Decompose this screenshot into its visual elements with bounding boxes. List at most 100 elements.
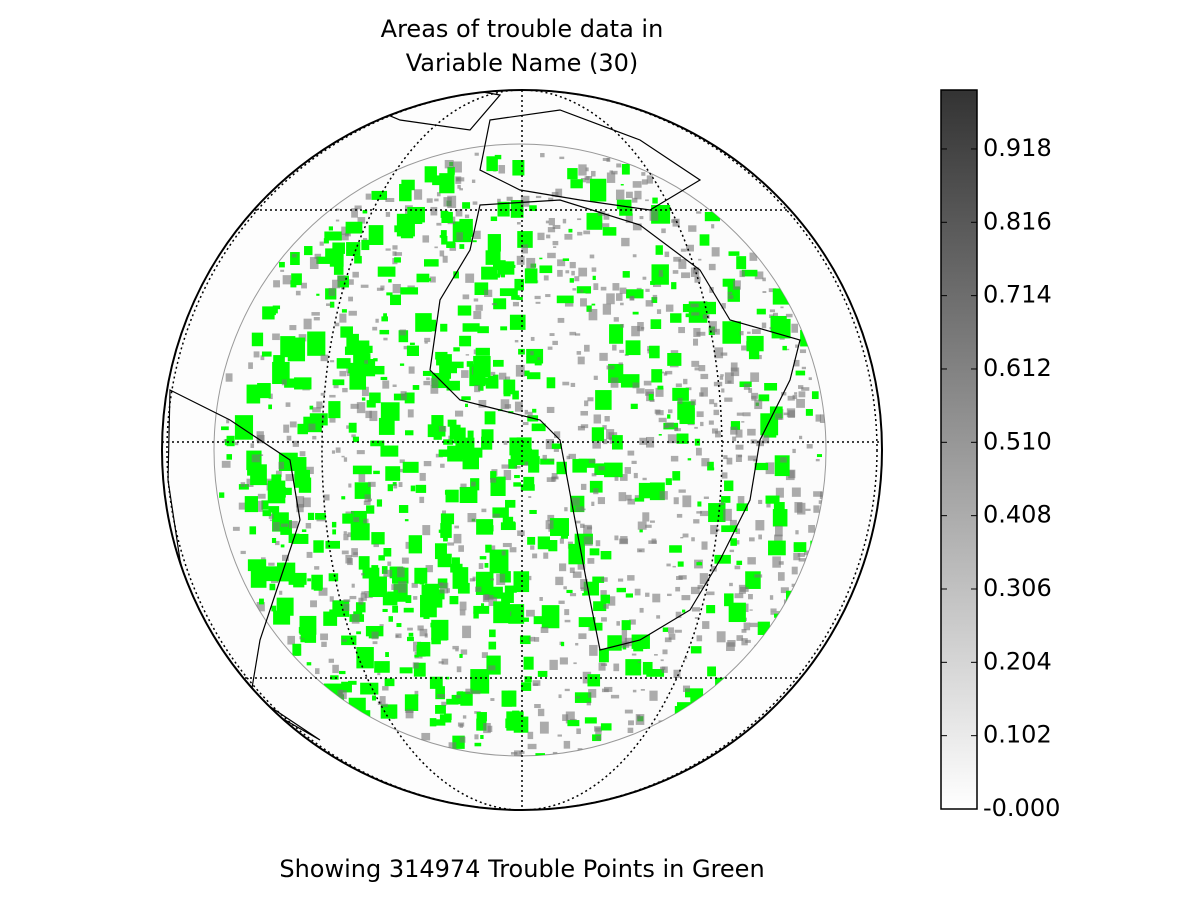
data-speckle (549, 459, 554, 462)
data-speckle (683, 657, 688, 660)
trouble-area (290, 280, 297, 288)
trouble-area (422, 370, 432, 376)
trouble-area (487, 234, 501, 252)
data-speckle (286, 435, 292, 441)
data-speckle (658, 270, 663, 274)
data-speckle (694, 367, 700, 371)
data-speckle (723, 455, 728, 460)
data-speckle (296, 503, 304, 513)
trouble-area (494, 154, 502, 160)
data-speckle (232, 526, 240, 531)
data-speckle (730, 362, 738, 372)
trouble-area (541, 605, 560, 629)
trouble-area (379, 329, 390, 335)
trouble-area (687, 458, 692, 461)
trouble-area (721, 496, 731, 503)
data-speckle (632, 181, 642, 188)
data-speckle (545, 294, 551, 298)
data-speckle (562, 714, 569, 721)
trouble-area (435, 351, 448, 360)
data-speckle (621, 237, 630, 247)
data-speckle (754, 271, 764, 280)
data-speckle (460, 649, 468, 655)
data-speckle (667, 593, 672, 597)
trouble-area (309, 405, 314, 410)
trouble-area (431, 415, 444, 430)
data-speckle (306, 551, 313, 558)
data-speckle (291, 253, 297, 258)
trouble-area (566, 589, 573, 594)
data-speckle (791, 583, 796, 587)
data-speckle (696, 411, 704, 418)
trouble-area (329, 301, 335, 308)
trouble-area (699, 234, 710, 246)
data-speckle (474, 152, 479, 156)
data-speckle (751, 329, 761, 334)
data-speckle (522, 422, 529, 426)
trouble-area (493, 601, 510, 624)
trouble-area (593, 601, 607, 612)
data-speckle (423, 460, 432, 467)
data-speckle (352, 271, 359, 278)
trouble-area (638, 482, 655, 499)
data-speckle (721, 303, 726, 309)
data-speckle (574, 333, 581, 336)
data-speckle (735, 528, 741, 535)
data-speckle (580, 289, 584, 293)
data-speckle (481, 652, 488, 658)
data-speckle (747, 557, 756, 565)
data-speckle (371, 631, 379, 640)
trouble-area (651, 297, 658, 303)
data-speckle (447, 542, 455, 546)
data-speckle (483, 722, 491, 734)
data-speckle (737, 496, 745, 505)
data-speckle (813, 491, 822, 497)
data-speckle (575, 520, 581, 524)
trouble-area (671, 282, 677, 290)
trouble-area (385, 466, 401, 481)
data-speckle (652, 294, 658, 300)
data-speckle (645, 592, 650, 597)
data-speckle (471, 481, 476, 487)
trouble-area (772, 509, 788, 527)
data-speckle (578, 164, 587, 176)
trouble-area (519, 635, 531, 645)
data-speckle (458, 545, 464, 552)
data-speckle (619, 474, 628, 481)
trouble-area (768, 540, 786, 556)
trouble-area (514, 474, 520, 479)
graticule (162, 90, 882, 810)
data-speckle (737, 455, 743, 458)
data-speckle (577, 231, 583, 236)
data-speckle (603, 438, 608, 445)
data-speckle (636, 388, 645, 394)
data-speckle (613, 663, 620, 672)
trouble-area (457, 305, 472, 316)
data-speckle (452, 161, 462, 173)
data-speckle (295, 496, 305, 508)
trouble-area (736, 503, 748, 512)
trouble-area (429, 718, 437, 727)
trouble-area (306, 662, 312, 666)
trouble-area (625, 593, 634, 598)
data-speckle (268, 513, 274, 519)
data-speckle (545, 520, 554, 530)
data-speckle (799, 435, 803, 440)
data-speckle (632, 689, 637, 693)
trouble-area (328, 226, 333, 231)
data-speckle (637, 322, 644, 332)
trouble-area (510, 448, 525, 466)
trouble-area (246, 384, 261, 404)
data-speckle (621, 629, 628, 636)
trouble-area (438, 529, 444, 533)
trouble-area (268, 506, 280, 513)
data-speckle (612, 344, 617, 351)
trouble-area (524, 268, 538, 284)
data-speckle (674, 427, 679, 431)
trouble-area (758, 394, 770, 402)
trouble-area (271, 474, 282, 486)
data-speckle (801, 387, 810, 391)
data-speckle (729, 582, 733, 587)
trouble-area (646, 669, 665, 677)
trouble-area (398, 330, 409, 343)
